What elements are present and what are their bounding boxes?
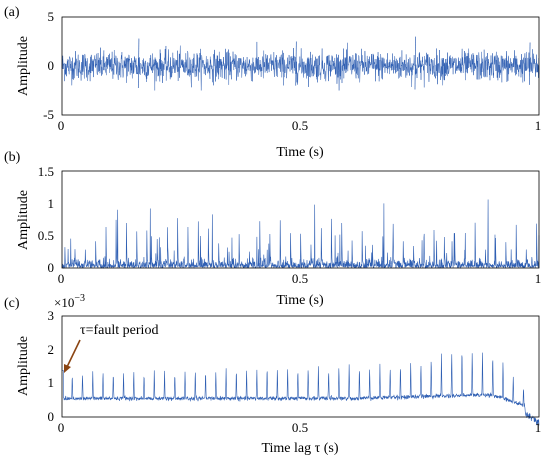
panel-a-ytick-2: 5 xyxy=(48,9,55,24)
panel-c-ytick-1: 1 xyxy=(48,375,55,390)
panel-b-ytick-3: 1.5 xyxy=(38,164,54,179)
panel-c-ytick-2: 2 xyxy=(48,342,55,357)
panel-b-xtick-1: 0.5 xyxy=(292,271,308,286)
panel-c-label: (c) xyxy=(4,296,20,311)
panel-c-signal-line xyxy=(62,352,540,426)
panel-c-ylabel: Amplitude xyxy=(16,336,31,396)
panel-a-xtick-1: 0.5 xyxy=(292,118,308,133)
panel-b-ytick-0: 0 xyxy=(48,260,55,275)
panel-a-axes-box xyxy=(61,16,540,116)
panel-a-ytick-1: 0 xyxy=(48,58,55,73)
panel-a-ytick-0: -5 xyxy=(43,107,54,122)
panel-c-xlabel: Time lag τ (s) xyxy=(261,441,338,456)
annotation-arrow-head xyxy=(64,364,71,373)
panel-c-xtick-1: 0.5 xyxy=(292,420,308,435)
panel-a-label: (a) xyxy=(4,5,20,20)
panel-a-peak-2 xyxy=(414,36,416,90)
panel-b-label: (b) xyxy=(4,150,21,165)
panel-a-xlabel: Time (s) xyxy=(276,145,324,160)
panel-b-ytick-1: 0.5 xyxy=(38,228,54,243)
panel-b-xtick-2: 1 xyxy=(535,271,542,286)
panel-c-xtick-2: 1 xyxy=(535,420,542,435)
panel-a-series xyxy=(61,36,540,91)
panel-b-ylabel: Amplitude xyxy=(16,190,31,250)
panel-c-ytick-3: 3 xyxy=(48,308,55,323)
panel-b: (b) 0 0.5 1 0 0.5 1 1.5 Time (s) Amplitu… xyxy=(4,150,541,308)
panel-b-signal-line xyxy=(61,199,540,269)
panel-c-series xyxy=(62,352,540,426)
panel-c-ytick-0: 0 xyxy=(48,409,55,424)
panel-a-peak-0 xyxy=(137,38,140,88)
panel-b-axes-box xyxy=(61,170,540,269)
panel-c-xtick-0: 0 xyxy=(58,420,65,435)
panel-b-xtick-0: 0 xyxy=(58,271,65,286)
panel-a: (a) 0 0.5 1 -5 0 5 Time (s) Amplitude xyxy=(4,5,541,160)
panel-a-peak-3 xyxy=(529,42,531,85)
panel-c-y-multiplier: ×10−3 xyxy=(54,293,85,310)
panel-a-xtick-2: 1 xyxy=(535,118,542,133)
panel-c-axes-box xyxy=(61,315,540,418)
annotation-arrow-line xyxy=(66,339,81,368)
panel-a-ylabel: Amplitude xyxy=(16,36,31,96)
panel-b-series xyxy=(61,199,540,269)
panel-b-xlabel: Time (s) xyxy=(276,293,324,308)
panel-a-xtick-0: 0 xyxy=(58,118,65,133)
panel-c: (c) ×10−3 0 0.5 1 0 1 2 3 Time lag τ (s)… xyxy=(4,293,541,456)
panel-b-ytick-2: 1 xyxy=(48,196,55,211)
panel-a-signal-line xyxy=(61,41,540,91)
fault-period-annotation: τ=fault period xyxy=(80,323,158,338)
panel-a-peak-1 xyxy=(295,41,297,86)
